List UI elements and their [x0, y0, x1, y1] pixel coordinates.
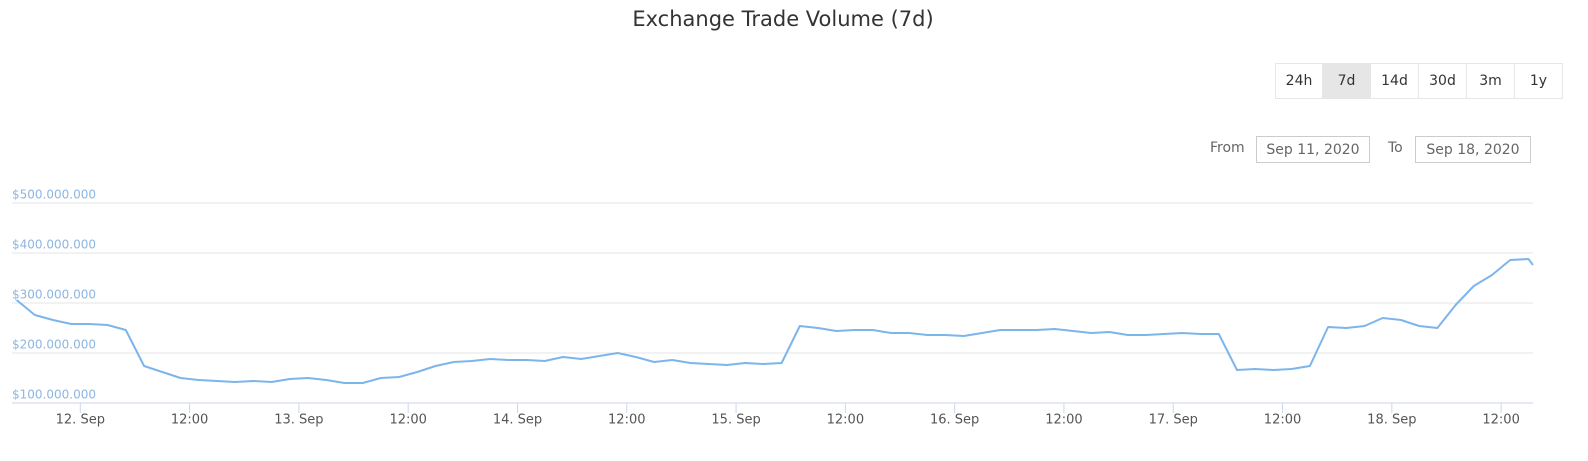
to-input[interactable]: Sep 18, 2020: [1415, 136, 1531, 163]
series-line: [15, 258, 1534, 384]
y-tick-label: $400.000.000: [12, 238, 96, 252]
x-tick-label: 12:00: [389, 413, 426, 428]
y-tick-label: $200.000.000: [12, 338, 96, 352]
x-tick-label: 17. Sep: [1149, 413, 1198, 428]
x-tick-label: 12:00: [1482, 413, 1519, 428]
y-tick-label: $500.000.000: [12, 188, 96, 202]
x-tick-label: 15. Sep: [711, 413, 760, 428]
x-tick-label: 12:00: [171, 413, 208, 428]
x-tick-label: 12:00: [1045, 413, 1082, 428]
from-label: From: [1210, 140, 1245, 156]
x-tick-label: 12:00: [608, 413, 645, 428]
from-input[interactable]: Sep 11, 2020: [1256, 136, 1370, 163]
x-tick-label: 12. Sep: [56, 413, 105, 428]
x-tick-label: 16. Sep: [930, 413, 979, 428]
y-tick-label: $100.000.000: [12, 388, 96, 402]
x-tick-label: 13. Sep: [274, 413, 323, 428]
range-button[interactable]: 30d: [1419, 63, 1467, 99]
y-tick-label: $300.000.000: [12, 288, 96, 302]
to-label: To: [1388, 140, 1403, 156]
range-button[interactable]: 7d: [1323, 63, 1371, 99]
range-button[interactable]: 1y: [1515, 63, 1563, 99]
range-button[interactable]: 3m: [1467, 63, 1515, 99]
x-tick-label: 12:00: [827, 413, 864, 428]
x-tick-label: 18. Sep: [1367, 413, 1416, 428]
range-button[interactable]: 14d: [1371, 63, 1419, 99]
range-button[interactable]: 24h: [1275, 63, 1323, 99]
x-tick-label: 14. Sep: [493, 413, 542, 428]
chart-title: Exchange Trade Volume (7d): [632, 7, 933, 31]
x-tick-label: 12:00: [1264, 413, 1301, 428]
